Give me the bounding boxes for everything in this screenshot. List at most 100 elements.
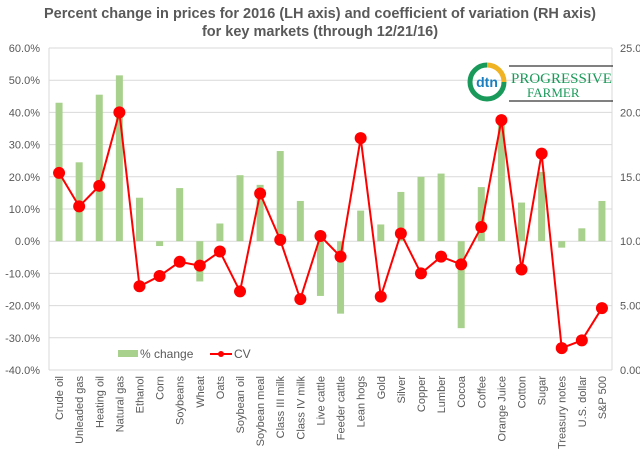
category-label: Orange Juice	[496, 376, 508, 441]
cv-point	[73, 200, 86, 213]
bar-percent-change	[176, 188, 184, 242]
cv-point	[173, 255, 186, 268]
cv-point	[414, 267, 427, 280]
category-label: Coffee	[476, 376, 488, 408]
bar-percent-change	[216, 223, 224, 242]
cv-line	[58, 112, 603, 350]
category-label: Soybeans	[175, 376, 187, 425]
cv-point	[53, 166, 66, 179]
category-label: Soybean oil	[235, 376, 247, 434]
category-label: Class III milk	[275, 376, 287, 439]
bar-percent-change	[296, 200, 304, 242]
right-tick-label: 20.00	[620, 107, 640, 119]
cv-point	[555, 342, 568, 355]
left-tick-label: 60.0%	[9, 43, 40, 55]
category-label: Unleaded gas	[74, 376, 86, 444]
category-label: Live cattle	[315, 376, 327, 426]
logo-dtn-text: dtn	[476, 74, 498, 90]
category-label: Gold	[376, 376, 388, 399]
category-label: Class IV milk	[295, 376, 307, 440]
chart-title: Percent change in prices for 2016 (LH ax…	[0, 5, 640, 41]
cv-point	[314, 230, 327, 243]
cv-point	[274, 233, 287, 246]
left-tick-label: -10.0%	[5, 268, 40, 280]
left-tick-label: 0.0%	[15, 236, 40, 248]
bar-percent-change	[95, 94, 103, 242]
cv-point	[113, 106, 126, 119]
right-tick-label: 10.00	[620, 236, 640, 248]
cv-point	[394, 227, 407, 240]
left-axis: 60.0% 50.0% 40.0% 30.0% 20.0% 10.0% 0.0% -10.0%…	[5, 43, 40, 377]
bar-percent-change	[518, 202, 526, 242]
left-tick-label: -20.0%	[5, 301, 40, 313]
category-label: Soybean meal	[255, 376, 267, 446]
category-label: Silver	[396, 376, 408, 404]
cv-point	[435, 250, 448, 263]
cv-point	[515, 263, 528, 276]
right-axis: 25.00 20.00 15.00 10.00 5.00 0.00	[620, 43, 640, 377]
legend-label-cv: CV	[234, 347, 251, 361]
bar-percent-change	[437, 173, 445, 242]
left-tick-label: -30.0%	[5, 333, 40, 345]
chart-title-line2: for key markets (through 12/21/16)	[201, 24, 439, 40]
category-label: U.S. dollar	[577, 376, 589, 428]
category-label: Copper	[416, 376, 428, 412]
category-label: Ethanol	[134, 376, 146, 413]
category-label: Treasury notes	[557, 376, 569, 449]
category-label: Corn	[155, 376, 167, 400]
line-series-cv	[53, 106, 608, 355]
category-label: Lumber	[436, 376, 448, 414]
cv-point	[455, 258, 468, 271]
bar-percent-change	[256, 184, 264, 242]
bar-percent-change	[477, 187, 485, 242]
right-tick-label: 25.00	[620, 43, 640, 55]
bar-percent-change	[377, 224, 385, 242]
category-label: Feeder cattle	[336, 376, 348, 440]
legend-label-percent-change: % change	[140, 347, 194, 361]
bar-percent-change	[558, 241, 566, 248]
bar-percent-change	[457, 241, 465, 329]
cv-point	[475, 221, 488, 234]
cv-point	[495, 114, 508, 127]
cv-point	[213, 245, 226, 258]
category-label: Sugar	[537, 376, 549, 406]
logo-farmer-text: FARMER	[527, 85, 580, 100]
bar-percent-change	[357, 210, 365, 242]
right-tick-label: 15.00	[620, 172, 640, 184]
cv-point	[153, 269, 166, 282]
category-label: Cotton	[517, 376, 529, 408]
legend-swatch-cv-marker	[218, 351, 224, 357]
bar-percent-change	[316, 241, 324, 296]
category-label: Crude oil	[54, 376, 66, 420]
bar-percent-change	[417, 176, 425, 242]
bar-percent-change	[598, 200, 606, 242]
bar-percent-change	[276, 151, 284, 242]
legend: % change CV	[118, 347, 251, 361]
cv-point	[294, 293, 307, 306]
left-tick-label: 10.0%	[9, 204, 40, 216]
cv-point	[133, 280, 146, 293]
category-label: Lean hogs	[356, 376, 368, 428]
chart-title-line1: Percent change in prices for 2016 (LH ax…	[44, 6, 596, 22]
bar-percent-change	[156, 241, 164, 247]
dtn-progressive-farmer-logo: dtn PROGRESSIVE FARMER	[467, 62, 613, 102]
left-tick-label: 20.0%	[9, 172, 40, 184]
gridlines	[48, 47, 613, 371]
cv-point	[535, 147, 548, 160]
right-tick-label: 5.00	[620, 301, 640, 313]
legend-swatch-percent-change	[118, 350, 138, 357]
left-tick-label: 30.0%	[9, 140, 40, 152]
bar-percent-change	[115, 75, 123, 242]
category-label: Natural gas	[114, 376, 126, 433]
bar-percent-change	[337, 241, 345, 314]
cv-point	[254, 187, 267, 200]
logo-progressive-text: PROGRESSIVE	[511, 71, 612, 87]
category-label: Oats	[215, 376, 227, 400]
cv-point	[93, 179, 106, 192]
bar-percent-change	[236, 175, 244, 242]
cv-point	[193, 259, 206, 272]
right-tick-label: 0.00	[620, 365, 640, 377]
cv-point	[575, 334, 588, 347]
left-tick-label: -40.0%	[5, 365, 40, 377]
